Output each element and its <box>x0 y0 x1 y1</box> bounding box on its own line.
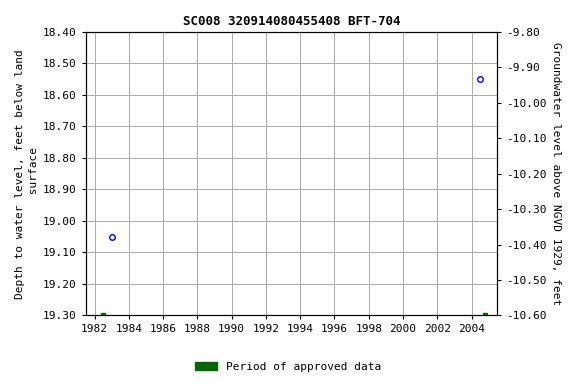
Y-axis label: Groundwater level above NGVD 1929, feet: Groundwater level above NGVD 1929, feet <box>551 42 561 305</box>
Title: SC008 320914080455408 BFT-704: SC008 320914080455408 BFT-704 <box>183 15 400 28</box>
Y-axis label: Depth to water level, feet below land
 surface: Depth to water level, feet below land su… <box>15 49 39 298</box>
Legend: Period of approved data: Period of approved data <box>191 358 385 377</box>
